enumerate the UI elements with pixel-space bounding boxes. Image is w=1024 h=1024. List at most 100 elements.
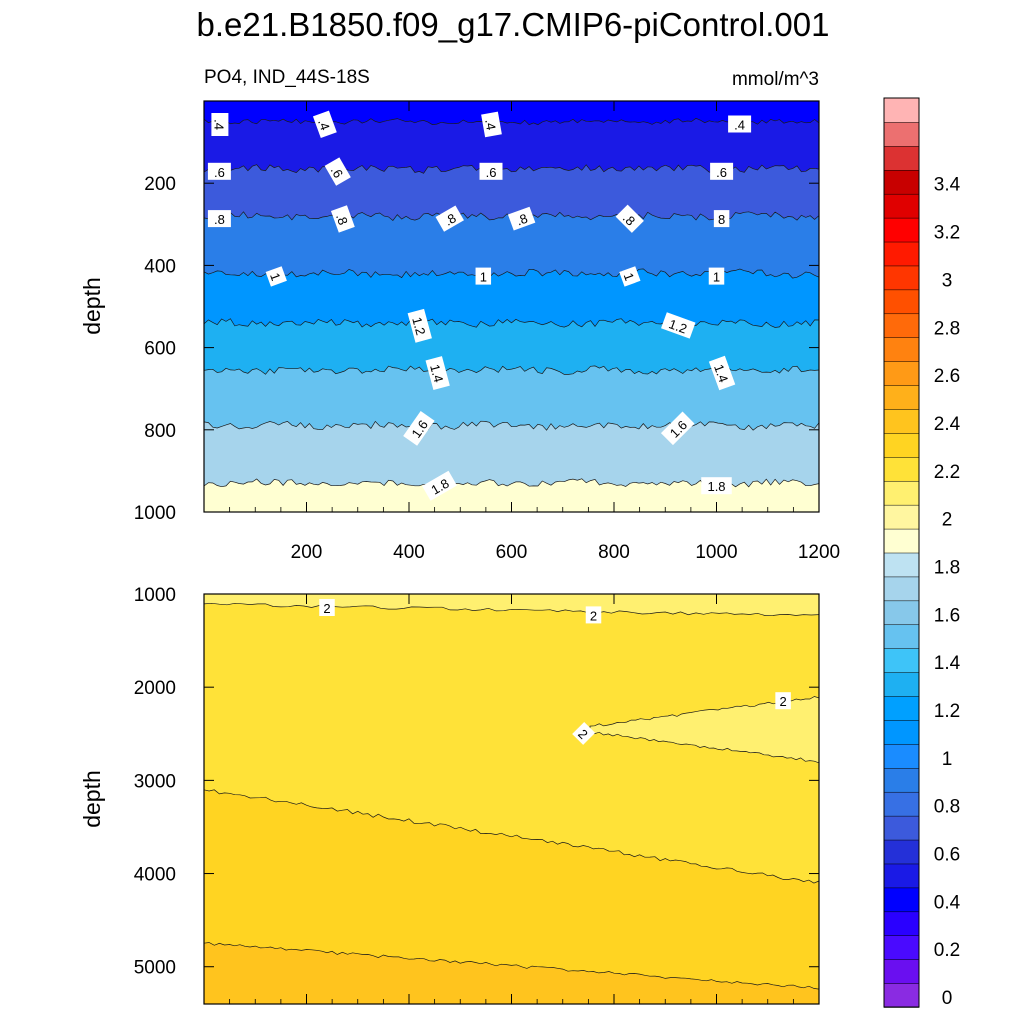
colorbar-swatch-16 xyxy=(883,600,920,626)
chart-title: b.e21.B1850.f09_g17.CMIP6-piControl.001 xyxy=(197,6,830,43)
upper-band-8 xyxy=(204,478,819,512)
variable-label: PO4, IND_44S-18S xyxy=(204,67,370,88)
colorbar-swatch-34 xyxy=(883,169,920,195)
lower-contour-line-2 xyxy=(203,942,820,990)
colorbar-label-15: 3 xyxy=(942,270,953,291)
colorbar-swatch-11 xyxy=(883,719,920,745)
colorbar-swatch-9 xyxy=(883,767,920,793)
upper-contour-label-3-2-bg xyxy=(619,266,641,287)
upper-contour-label-2-5-bg xyxy=(713,210,730,228)
upper-contour-label-2-4-bg xyxy=(615,204,644,233)
upper-contour-label-2-3-text: .8 xyxy=(514,211,529,229)
upper-band-4 xyxy=(204,268,819,328)
lower-y-tick-label-1: 2000 xyxy=(134,678,176,699)
colorbar-frame xyxy=(883,97,920,1008)
colorbar: 0 0.2 0.4 0.6 0.8 1 1.2 1.4 1.6 1.8 2 2.2 2.4 2.6 2.8 3… xyxy=(883,97,961,1009)
colorbar-swatch-35 xyxy=(883,145,920,171)
upper-y-tick-label-4: 1000 xyxy=(134,503,176,524)
colorbar-swatch-13 xyxy=(883,671,920,697)
upper-contour-line-0 xyxy=(203,117,820,126)
upper-contour-label-5-0-bg xyxy=(425,356,450,391)
lower-y-tick-label-0: 1000 xyxy=(134,585,176,606)
upper-y-tick-label-1: 400 xyxy=(144,256,176,277)
upper-contour-label-2-5: 8 xyxy=(713,210,730,228)
upper-contour-label-4-1-bg xyxy=(661,312,696,339)
colorbar-swatch-26 xyxy=(883,360,920,386)
colorbar-swatch-19 xyxy=(883,528,920,554)
lower-y-axis-label: depth xyxy=(79,770,105,828)
colorbar-swatch-3 xyxy=(883,911,920,936)
lower-contour-label-1-bg xyxy=(585,606,602,624)
upper-contour-label-7-1: 1.8 xyxy=(701,477,732,495)
upper-contour-label-1-0-text: .6 xyxy=(214,165,225,180)
upper-y-tick-label-2: 600 xyxy=(144,339,176,360)
upper-contour-label-1-0: .6 xyxy=(207,162,231,180)
colorbar-swatch-33 xyxy=(883,193,920,219)
upper-contour-label-3-1-bg xyxy=(475,267,492,285)
upper-contour-label-0-1-text: .4 xyxy=(315,117,333,132)
upper-contour-label-1-2-text: .6 xyxy=(486,165,497,180)
upper-contour-label-2-1: .8 xyxy=(330,205,355,233)
upper-band-5 xyxy=(204,318,819,375)
colorbar-label-8: 1.6 xyxy=(934,605,960,626)
upper-contour-label-2-0-bg xyxy=(207,210,231,228)
upper-band-3 xyxy=(204,211,819,279)
upper-x-tick-label-5: 1200 xyxy=(798,542,840,563)
colorbar-label-14: 2.8 xyxy=(934,318,960,339)
colorbar-label-2: 0.4 xyxy=(934,892,961,913)
lower-contour-line-1 xyxy=(203,789,820,884)
lower-band-mid xyxy=(204,789,819,1004)
upper-contour-label-3-2: 1 xyxy=(619,266,641,287)
upper-contour-label-4-1: 1.2 xyxy=(661,312,696,339)
upper-y-tick-label-3: 800 xyxy=(144,421,176,442)
colorbar-label-10: 2 xyxy=(942,510,953,531)
upper-contour-label-5-1-text: 1.4 xyxy=(711,362,731,384)
upper-x-tick-label-3: 800 xyxy=(598,542,630,563)
colorbar-swatch-24 xyxy=(883,408,920,434)
colorbar-label-17: 3.4 xyxy=(934,175,961,196)
upper-contour-label-4-0: 1.2 xyxy=(407,308,432,343)
upper-x-tick-label-4: 1000 xyxy=(695,542,737,563)
colorbar-label-13: 2.6 xyxy=(934,366,960,387)
upper-contour-label-0-0: .4 xyxy=(211,113,229,136)
upper-contour-label-2-1-bg xyxy=(330,205,355,233)
colorbar-swatch-14 xyxy=(883,647,920,673)
colorbar-swatch-5 xyxy=(883,863,920,889)
lower-contour-line-0 xyxy=(203,602,820,616)
upper-contour-label-3-0-text: 1 xyxy=(267,271,284,283)
lower-contour-label-1: 2 xyxy=(585,606,602,624)
upper-contour-label-3-3-bg xyxy=(708,267,725,285)
upper-band-2 xyxy=(204,164,819,221)
upper-panel: .4 .4 .4 .4 .6 .6 .6 .6 .8 .8 .8 .8 .8 8 1 1 1 1 1.2 1.2 1.4… xyxy=(79,100,840,563)
colorbar-label-4: 0.8 xyxy=(934,797,960,818)
upper-x-tick-label-2: 600 xyxy=(496,542,528,563)
colorbar-label-3: 0.6 xyxy=(934,845,960,866)
colorbar-label-7: 1.4 xyxy=(934,653,961,674)
upper-contour-label-3-0-bg xyxy=(265,266,287,287)
upper-contour-label-7-0-bg xyxy=(422,470,458,501)
colorbar-label-12: 2.4 xyxy=(934,414,961,435)
colorbar-swatch-4 xyxy=(883,887,920,913)
colorbar-swatch-18 xyxy=(883,552,920,578)
colorbar-label-9: 1.8 xyxy=(934,557,960,578)
upper-band-1 xyxy=(204,118,819,174)
upper-contour-label-3-3-text: 1 xyxy=(713,270,720,285)
upper-contour-label-1-2-bg xyxy=(479,162,503,180)
upper-contour-label-2-0: .8 xyxy=(207,210,231,228)
upper-contour-label-2-1-text: .8 xyxy=(333,212,351,227)
upper-y-axis-label: depth xyxy=(79,277,105,335)
lower-contour-label-3-bg xyxy=(572,721,596,745)
lower-band-top xyxy=(204,594,819,616)
colorbar-swatch-22 xyxy=(883,456,920,482)
colorbar-label-6: 1.2 xyxy=(934,701,960,722)
upper-contour-label-0-2-text: .4 xyxy=(482,118,499,131)
lower-band-deep xyxy=(204,942,819,1004)
upper-contour-label-1-3-text: .6 xyxy=(716,165,727,180)
upper-band-6 xyxy=(204,365,819,431)
upper-contour-label-5-1: 1.4 xyxy=(708,355,736,391)
colorbar-swatch-17 xyxy=(883,576,920,602)
colorbar-swatch-32 xyxy=(883,217,920,243)
upper-contour-label-2-4: .8 xyxy=(615,204,644,233)
upper-contour-label-4-0-text: 1.2 xyxy=(409,315,428,336)
upper-contour-line-4 xyxy=(203,318,820,328)
